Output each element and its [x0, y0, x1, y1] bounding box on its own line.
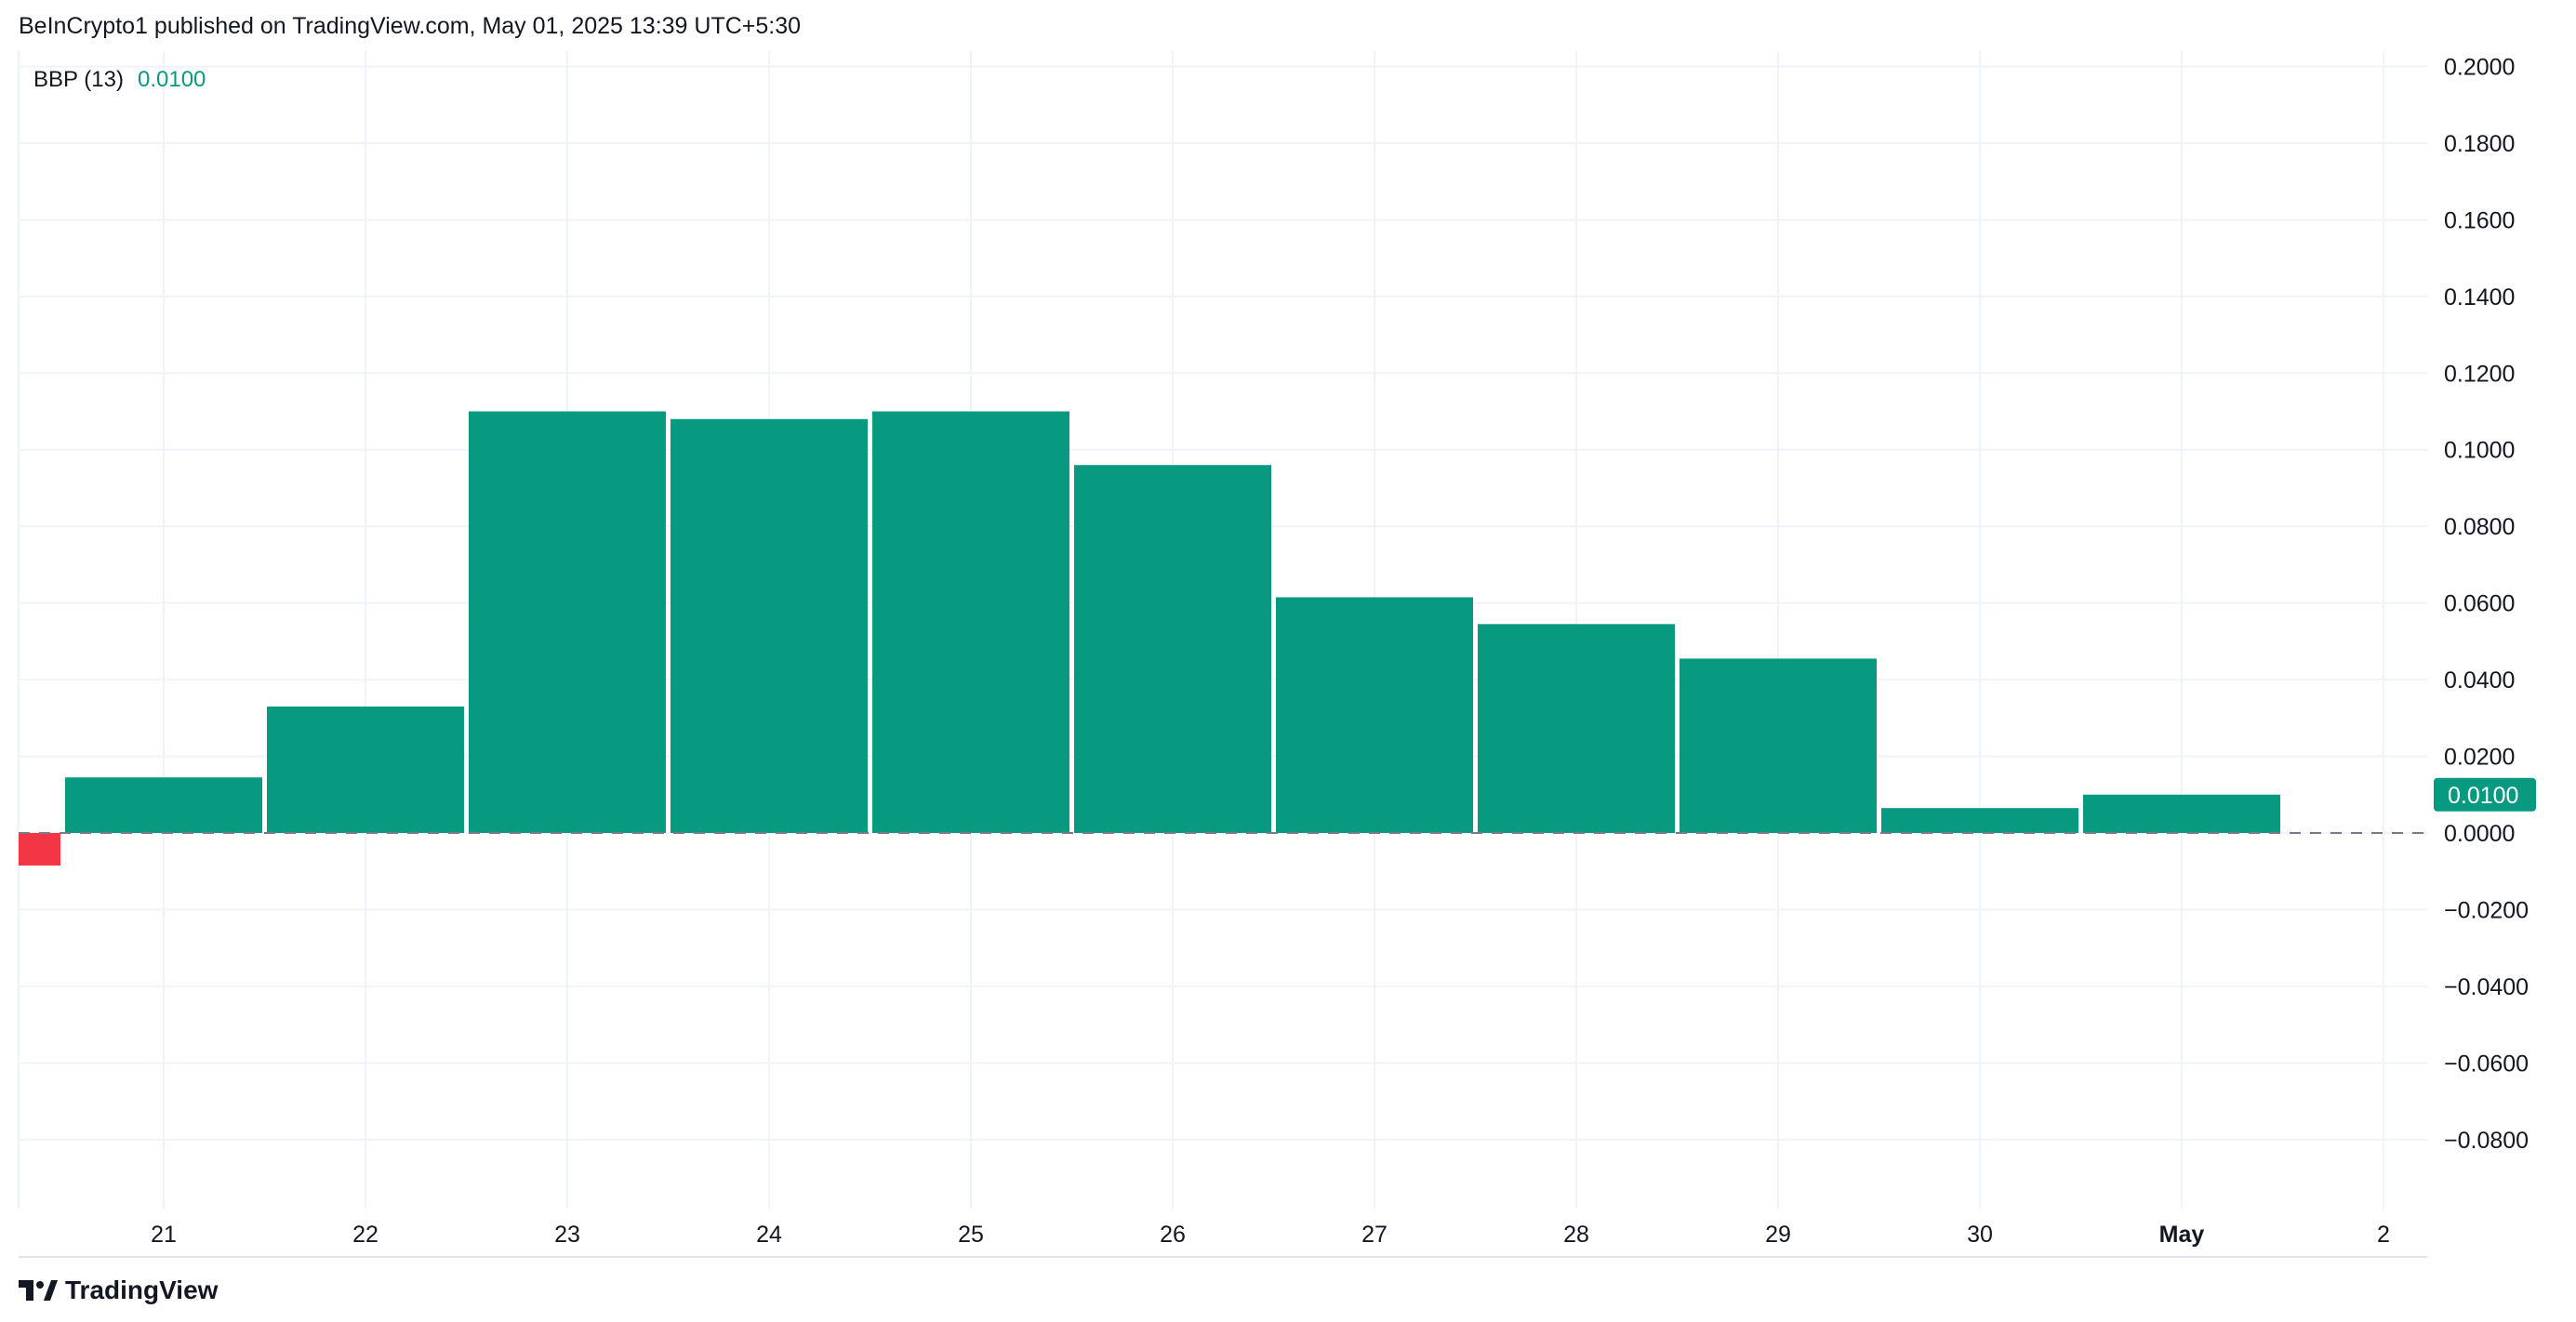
y-tick-label: 0.0400 [2444, 668, 2515, 694]
brand-name: TradingView [65, 1276, 219, 1304]
y-tick-label: −0.0800 [2444, 1128, 2529, 1154]
x-axis: 21 22 23 24 25 26 27 28 29 30 May 2 [151, 1222, 2390, 1248]
y-tick-label: −0.0400 [2444, 974, 2529, 1000]
y-tick-label: 0.0600 [2444, 591, 2515, 617]
tradingview-icon [19, 1280, 58, 1301]
y-tick-label: 0.2000 [2444, 54, 2515, 80]
tradingview-logo[interactable]: TradingView [19, 1274, 218, 1307]
x-tick-label: 21 [151, 1222, 177, 1248]
y-tick-label: 0.1800 [2444, 131, 2515, 157]
bar-May [2083, 794, 2280, 833]
x-tick-label: 30 [1967, 1222, 1993, 1248]
bar-23 [469, 411, 666, 833]
bar-24 [671, 418, 868, 833]
x-tick-label: 2 [2377, 1222, 2390, 1248]
x-tick-label: 25 [958, 1222, 984, 1248]
y-tick-label: 0.1200 [2444, 361, 2515, 387]
y-tick-label: 0.0200 [2444, 745, 2515, 771]
y-tick-label: 0.1000 [2444, 438, 2515, 464]
bar-30 [1881, 808, 2078, 833]
indicator-legend[interactable]: BBP (13) 0.0100 [33, 67, 206, 92]
bar-29 [1680, 658, 1877, 833]
bar-25 [872, 411, 1069, 833]
y-tick-label: 0.0800 [2444, 514, 2515, 540]
x-tick-label: 29 [1765, 1222, 1791, 1248]
bar-21 [65, 777, 262, 833]
indicator-name: BBP (13) [33, 67, 124, 92]
y-tick-label: 0.1400 [2444, 284, 2515, 311]
x-tick-label: 28 [1563, 1222, 1589, 1248]
x-tick-label: 22 [352, 1222, 378, 1248]
y-tick-label: 0.0000 [2444, 821, 2515, 847]
bar-series [19, 411, 2280, 866]
bar-26 [1074, 465, 1271, 833]
y-tick-label: −0.0600 [2444, 1051, 2529, 1077]
x-tick-label: 24 [756, 1222, 782, 1248]
y-axis[interactable]: 0.2000 0.1800 0.1600 0.1400 0.1200 0.1000 0.08… [2434, 54, 2536, 1154]
bar-20 [19, 832, 60, 866]
y-tick-label: 0.1600 [2444, 207, 2515, 233]
x-tick-label: May [2159, 1222, 2205, 1248]
x-tick-label: 27 [1361, 1222, 1388, 1248]
publish-info: BeInCrypto1 published on TradingView.com… [19, 13, 802, 39]
last-value-badge [2434, 777, 2536, 812]
x-tick-label: 23 [554, 1222, 580, 1248]
indicator-value: 0.0100 [138, 67, 206, 92]
last-value-label: 0.0100 [2448, 783, 2518, 809]
y-tick-label: −0.0200 [2444, 897, 2529, 923]
bar-27 [1276, 597, 1473, 833]
bar-28 [1478, 624, 1675, 833]
bar-22 [267, 706, 464, 833]
x-tick-label: 26 [1160, 1222, 1186, 1248]
